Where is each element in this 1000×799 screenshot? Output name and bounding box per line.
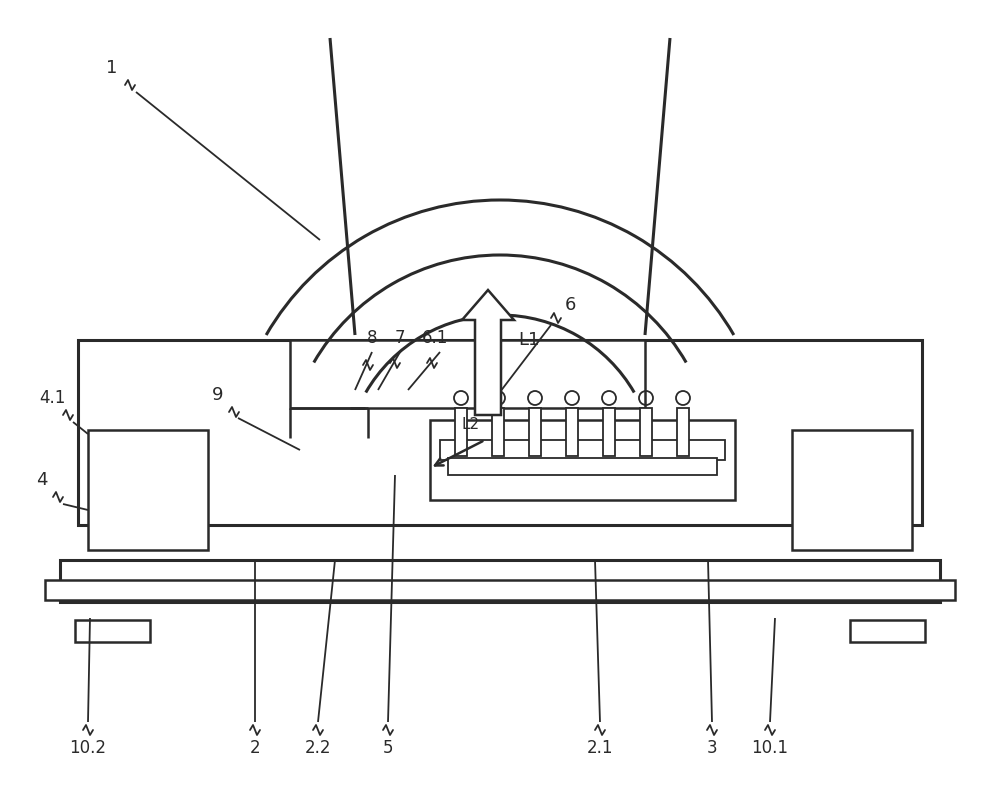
Text: 8: 8	[367, 329, 377, 347]
Bar	[60, 560, 940, 602]
Bar	[566, 408, 578, 456]
Text: 3: 3	[707, 739, 717, 757]
Text: 6.1: 6.1	[422, 329, 448, 347]
Bar	[603, 408, 615, 456]
Bar	[529, 408, 541, 456]
Bar	[492, 408, 504, 456]
Bar	[448, 458, 717, 475]
Bar	[78, 340, 922, 525]
FancyArrow shape	[462, 290, 514, 415]
Text: 2: 2	[250, 739, 260, 757]
Bar	[455, 408, 467, 456]
Bar	[75, 620, 150, 642]
Bar	[850, 620, 925, 642]
Bar	[677, 408, 689, 456]
Text: 10.1: 10.1	[752, 739, 788, 757]
Bar	[440, 440, 725, 460]
Text: 10.2: 10.2	[70, 739, 106, 757]
Bar	[640, 408, 652, 456]
Text: 2.2: 2.2	[305, 739, 331, 757]
Text: 4.1: 4.1	[39, 389, 65, 407]
Text: 6: 6	[564, 296, 576, 314]
Bar	[88, 430, 208, 550]
Text: 2.1: 2.1	[587, 739, 613, 757]
Bar	[792, 430, 912, 550]
Text: 1: 1	[106, 59, 118, 77]
Bar	[290, 340, 645, 408]
Text: 9: 9	[212, 386, 224, 404]
Text: 7: 7	[395, 329, 405, 347]
Text: L1: L1	[518, 331, 539, 349]
Bar	[430, 420, 735, 500]
Bar	[45, 580, 955, 600]
Text: L2: L2	[462, 417, 480, 432]
Text: 4: 4	[36, 471, 48, 489]
Text: 5: 5	[383, 739, 393, 757]
